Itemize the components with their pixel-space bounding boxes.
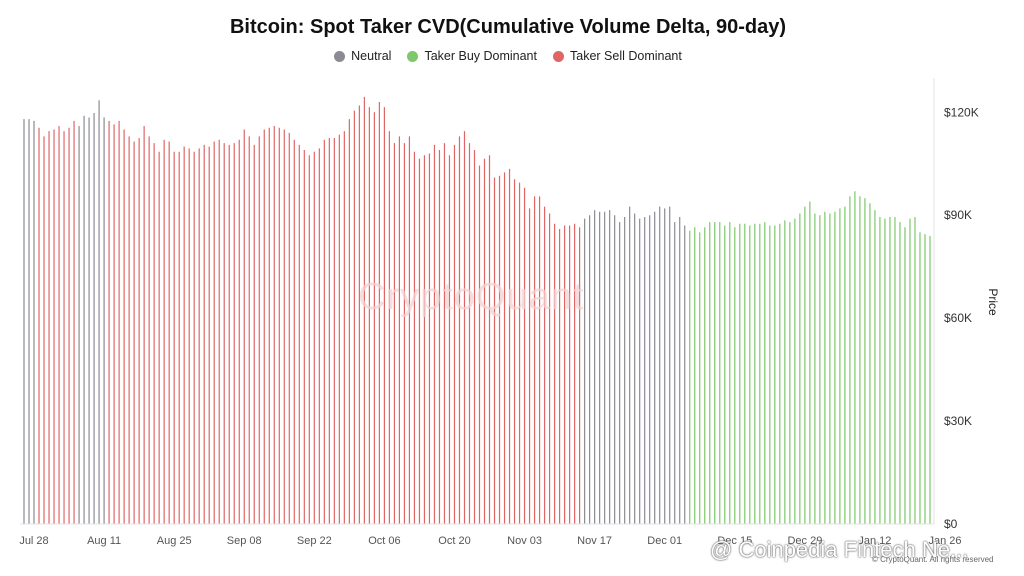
x-tick-label: Dec 15 [717,535,752,547]
x-tick-label: Jan 26 [928,535,961,547]
legend-label-taker-sell: Taker Sell Dominant [570,49,682,63]
legend-dot-taker-buy [407,50,419,62]
legend-item-neutral[interactable]: Neutral [334,49,391,63]
chart-title: Bitcoin: Spot Taker CVD(Cumulative Volum… [229,16,787,38]
x-tick-label: Dec 29 [787,535,822,547]
legend-label-taker-buy: Taker Buy Dominant [424,49,537,63]
y-axis: $0 $30K $60K $90K $120K Price [933,78,1000,531]
x-tick-label: Sep 08 [227,535,262,547]
x-tick-label: Aug 11 [87,535,121,547]
legend: Neutral Taker Buy Dominant Taker Sell Do… [0,49,1016,63]
legend-dot-neutral [334,50,346,62]
x-tick-label: Jul 28 [19,535,48,547]
copyright-text: © CryptoQuant. All rights reserved [872,555,994,564]
y-tick-label: $90K [944,208,972,222]
legend-item-taker-buy[interactable]: Taker Buy Dominant [407,49,537,63]
x-tick-label: Nov 17 [577,535,612,547]
x-tick-label: Nov 03 [507,535,542,547]
x-tick-label: Oct 06 [368,535,400,547]
y-axis-title: Price [986,288,1000,316]
bar-series [23,96,931,524]
x-tick-label: Jan 12 [858,535,891,547]
x-tick-label: Aug 25 [157,535,192,547]
overlay-credit: @ Coinpedia Fintech Ne... [710,537,969,562]
x-axis: Jul 28 Aug 11 Aug 25 Sep 08 Sep 22 Oct 06 Oct … [19,523,962,547]
y-tick-label: $0 [944,517,958,531]
legend-label-neutral: Neutral [351,49,392,63]
x-tick-label: Sep 22 [297,535,332,547]
y-tick-label: $60K [944,311,972,325]
y-tick-label: $120K [944,105,979,119]
y-tick-label: $30K [944,414,972,428]
x-tick-label: Oct 20 [438,535,470,547]
legend-dot-taker-sell [553,50,564,62]
x-tick-label: Dec 01 [647,535,682,547]
legend-item-taker-sell[interactable]: Taker Sell Dominant [553,49,682,63]
watermark: CryptoQuant [358,276,585,318]
